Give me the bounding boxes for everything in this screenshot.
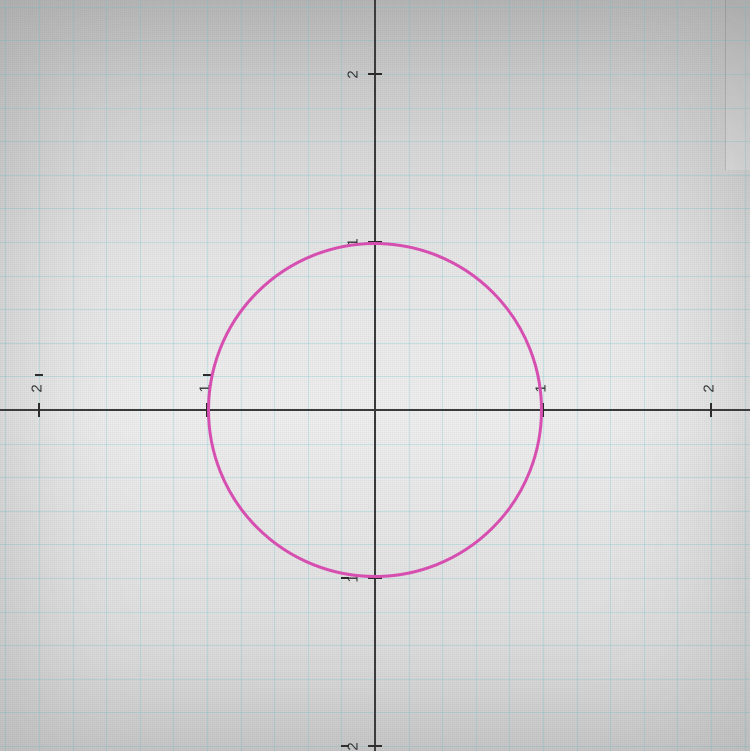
x-tick-label: 2 — [701, 384, 718, 392]
y-tick — [368, 73, 382, 75]
x-tick-label: 2 — [29, 384, 46, 392]
neg-sign — [341, 577, 349, 579]
coordinate-plane: 21122112 — [0, 0, 750, 751]
y-tick — [368, 745, 382, 747]
neg-sign — [35, 374, 43, 376]
x-tick — [38, 403, 40, 417]
neg-sign — [341, 745, 349, 747]
y-tick-label: 2 — [345, 70, 362, 78]
x-tick — [710, 403, 712, 417]
unit-circle — [207, 242, 543, 578]
chart-container: 21122112 — [0, 0, 750, 751]
